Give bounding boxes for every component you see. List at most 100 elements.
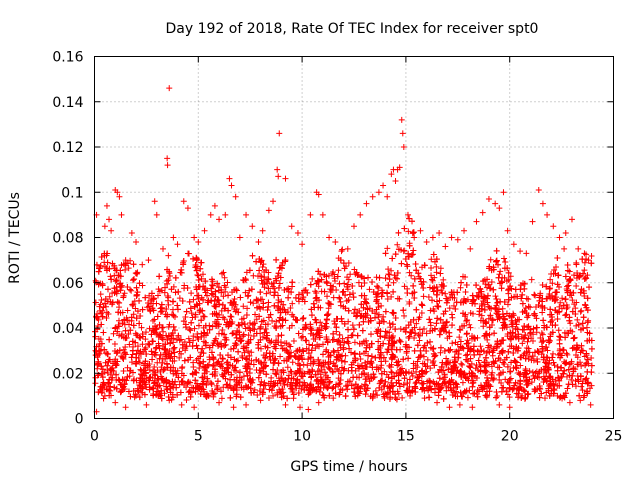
data-point xyxy=(257,336,264,343)
data-point xyxy=(198,317,205,324)
data-point xyxy=(435,303,442,310)
data-point xyxy=(561,367,568,374)
data-point xyxy=(562,273,569,280)
data-point xyxy=(185,250,192,257)
data-point xyxy=(462,388,469,395)
data-point xyxy=(222,341,229,348)
data-point xyxy=(315,356,322,363)
data-point xyxy=(586,284,593,291)
data-point xyxy=(190,359,197,366)
data-point xyxy=(99,374,106,381)
data-point xyxy=(517,286,524,293)
data-point xyxy=(475,388,482,395)
data-point xyxy=(452,339,459,346)
data-point xyxy=(265,275,272,282)
data-point xyxy=(98,363,105,370)
data-point xyxy=(466,362,473,369)
data-point xyxy=(166,273,173,280)
data-point xyxy=(100,329,107,336)
data-point xyxy=(299,373,306,380)
data-point xyxy=(390,279,397,286)
data-point xyxy=(495,274,502,281)
data-point xyxy=(358,292,365,299)
data-point xyxy=(524,324,531,331)
data-point xyxy=(584,307,591,314)
data-point xyxy=(363,337,370,344)
data-point xyxy=(213,310,220,317)
data-point xyxy=(246,366,253,373)
data-point xyxy=(126,321,133,328)
data-point xyxy=(180,261,187,268)
data-point xyxy=(114,298,121,305)
data-point xyxy=(285,285,292,292)
data-point xyxy=(304,362,311,369)
data-point xyxy=(201,329,208,336)
data-point xyxy=(443,382,450,389)
data-point xyxy=(148,348,155,355)
data-point xyxy=(193,267,200,274)
data-point xyxy=(455,354,462,361)
data-point xyxy=(340,260,347,267)
data-point xyxy=(200,350,207,357)
data-point xyxy=(572,351,579,358)
data-point xyxy=(190,296,197,303)
data-point xyxy=(330,384,337,391)
data-point xyxy=(380,318,387,325)
data-point xyxy=(92,374,99,381)
data-point xyxy=(254,392,261,399)
data-point xyxy=(231,366,238,373)
data-point xyxy=(588,260,595,267)
data-point xyxy=(134,269,141,276)
data-point xyxy=(339,335,346,342)
data-point xyxy=(525,345,532,352)
data-point xyxy=(146,341,153,348)
data-point xyxy=(236,329,243,336)
data-point xyxy=(206,356,213,363)
data-point xyxy=(163,306,170,313)
data-point xyxy=(381,334,388,341)
data-point xyxy=(104,351,111,358)
data-point xyxy=(339,289,346,296)
data-point xyxy=(387,324,394,331)
data-point xyxy=(192,261,199,268)
data-point xyxy=(351,310,358,317)
data-point xyxy=(158,387,165,394)
data-point xyxy=(396,383,403,390)
data-point xyxy=(572,383,579,390)
data-point xyxy=(474,348,481,355)
data-point xyxy=(569,308,576,315)
data-point xyxy=(363,344,370,351)
data-point xyxy=(130,261,137,268)
data-point xyxy=(130,347,137,354)
data-point xyxy=(503,388,510,395)
data-point xyxy=(221,342,228,349)
data-point xyxy=(111,384,118,391)
data-point xyxy=(135,354,142,361)
data-point xyxy=(493,296,500,303)
data-point xyxy=(209,363,216,370)
data-point xyxy=(258,273,265,280)
data-point xyxy=(205,361,212,368)
data-point xyxy=(225,292,232,299)
data-point xyxy=(497,268,504,275)
data-point xyxy=(120,368,127,375)
data-point xyxy=(216,301,223,308)
data-point xyxy=(430,378,437,385)
data-point xyxy=(365,373,372,380)
data-point xyxy=(330,269,337,276)
data-point xyxy=(467,309,474,316)
data-point xyxy=(429,277,436,284)
data-point xyxy=(530,357,537,364)
data-point xyxy=(536,394,543,401)
data-point xyxy=(306,341,313,348)
data-point xyxy=(368,331,374,338)
data-point xyxy=(406,215,413,222)
data-point xyxy=(302,321,309,328)
data-point xyxy=(176,295,183,302)
data-point xyxy=(273,371,280,378)
data-point xyxy=(261,274,268,281)
data-point xyxy=(278,332,285,339)
data-point xyxy=(454,384,461,390)
data-point xyxy=(411,324,418,331)
data-point xyxy=(336,294,343,301)
